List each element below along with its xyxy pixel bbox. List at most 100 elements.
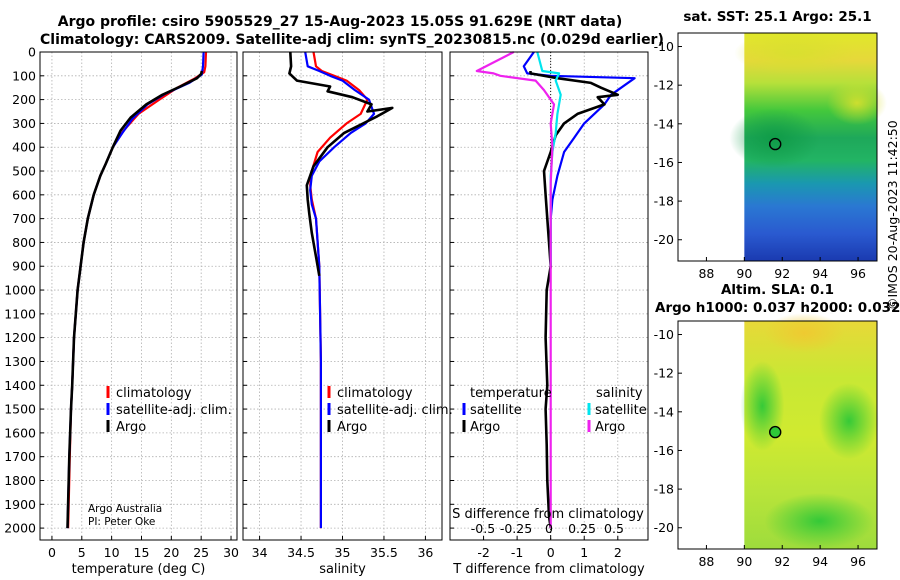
profile-panel-1: 0 5 10 15 20 25 30 temperature (deg C) 0 100 200 30… <box>4 45 239 578</box>
x-axis-label: temperature (deg C) <box>72 562 206 577</box>
figure-title-line1: Argo profile: csiro 5905529_27 15-Aug-20… <box>57 14 623 30</box>
argo-position-marker <box>769 137 782 151</box>
x-tick-label: 1 <box>580 545 588 560</box>
y-tick-label: 500 <box>12 164 36 179</box>
map-y-tick-label: -14 <box>654 116 674 131</box>
legend-label: Argo <box>116 420 146 435</box>
sla-high-patch <box>764 313 845 353</box>
series-line-3 <box>66 70 204 529</box>
x-tick-label: 0 <box>547 545 555 560</box>
secondary-tick-label: 0 <box>545 521 553 536</box>
map-y-tick-label: -12 <box>654 78 674 93</box>
legend-temperature-header: temperature <box>470 386 552 401</box>
x-tick-label: 34 <box>252 545 268 560</box>
y-tick-label: 1900 <box>4 497 36 512</box>
credit-line-2: PI: Peter Oke <box>88 516 155 528</box>
argo-position-marker <box>769 425 782 439</box>
x-axis-label: T difference from climatology <box>452 562 645 577</box>
y-tick-label: 300 <box>12 116 36 131</box>
y-tick-label: 800 <box>12 235 36 250</box>
map-y-tick-label: -12 <box>654 366 674 381</box>
map-x-tick-label: 88 <box>698 554 714 569</box>
map-x-tick-label: 96 <box>850 554 866 569</box>
sst-warm-patch <box>734 31 855 75</box>
series-line-2 <box>529 71 620 529</box>
x-tick-label: 34.5 <box>287 545 315 560</box>
map-y-tick-label: -16 <box>654 443 674 458</box>
x-tick-label: 20 <box>163 545 179 560</box>
x-tick-label: 0 <box>48 545 56 560</box>
map-x-tick-label: 92 <box>774 266 790 281</box>
x-tick-label: -2 <box>477 545 489 560</box>
y-tick-label: 1200 <box>4 330 36 345</box>
credit-line-1: Argo Australia <box>88 503 162 515</box>
y-tick-label: 400 <box>12 140 36 155</box>
x-tick-label: 5 <box>78 545 86 560</box>
y-tick-label: 1000 <box>4 283 36 298</box>
x-tick-label: 35.5 <box>370 545 398 560</box>
y-tick-label: 1700 <box>4 449 36 464</box>
legend-label: satellite-adj. clim. <box>116 403 232 418</box>
sla-map-title: Altim. SLA: 0.1 <box>720 282 835 298</box>
sst-yellow-patch <box>827 81 887 125</box>
legend-label: climatology <box>116 386 192 401</box>
map-x-tick-label: 94 <box>812 554 828 569</box>
map-frame <box>677 32 878 262</box>
figure-title-line2: Climatology: CARS2009. Satellite-adj cli… <box>40 32 664 48</box>
y-tick-label: 1100 <box>4 306 36 321</box>
y-tick-label: 900 <box>12 259 36 274</box>
sla-map: 88 90 92 94 96 -10 -12 -14 -16 -18 -20 <box>654 313 879 569</box>
legend-label: Argo <box>470 420 500 435</box>
map-y-tick-label: -18 <box>654 482 674 497</box>
map-y-tick-label: -16 <box>654 155 674 170</box>
axes-frame <box>39 51 238 541</box>
secondary-tick-label: -0.5 <box>471 521 495 536</box>
y-tick-label: 0 <box>28 45 36 60</box>
map-x-tick-label: 90 <box>736 554 752 569</box>
map-frame <box>677 320 878 550</box>
y-tick-label: 100 <box>12 68 36 83</box>
imos-timestamp: ©IMOS 20-Aug-2023 11:42:50 <box>885 120 900 310</box>
y-tick-label: 1800 <box>4 473 36 488</box>
y-tick-label: 1500 <box>4 402 36 417</box>
series-line-1 <box>67 51 208 529</box>
axes-frame <box>242 51 443 541</box>
y-tick-label: 200 <box>12 92 36 107</box>
sst-map: 88 90 92 94 96 -10 -12 -14 -16 -18 -20 <box>654 31 887 281</box>
x-tick-label: 25 <box>193 545 209 560</box>
x-tick-label: 15 <box>134 545 150 560</box>
legend-label: satellite <box>470 403 522 418</box>
x-tick-label: 10 <box>104 545 120 560</box>
legend-label: Argo <box>337 420 367 435</box>
legend-label: climatology <box>337 386 413 401</box>
legend-label: satellite <box>595 403 647 418</box>
sla-green-patch-south <box>764 493 875 549</box>
secondary-tick-label: -0.25 <box>500 521 532 536</box>
map-y-tick-label: -14 <box>654 404 674 419</box>
y-tick-label: 1400 <box>4 378 36 393</box>
secondary-tick-label: 0.25 <box>568 521 596 536</box>
map-y-tick-label: -20 <box>654 232 674 247</box>
map-y-tick-label: -20 <box>654 520 674 535</box>
map-x-tick-label: 90 <box>736 266 752 281</box>
series-line-2 <box>304 51 376 529</box>
legend-label: Argo <box>595 420 625 435</box>
secondary-axis-label: S difference from climatology <box>452 507 644 522</box>
map-y-tick-label: -10 <box>654 39 674 54</box>
secondary-tick-label: 0.5 <box>604 521 624 536</box>
series-line-4 <box>475 51 556 529</box>
map-y-tick-label: -10 <box>654 327 674 342</box>
map-y-tick-label: -18 <box>654 194 674 209</box>
profile-panel-2: 34 34.5 35 35.5 36 salinity climatology satelli… <box>242 51 453 577</box>
x-tick-label: 36 <box>417 545 433 560</box>
y-tick-label: 600 <box>12 187 36 202</box>
sla-map-subtitle: Argo h1000: 0.037 h2000: 0.032 <box>655 300 900 316</box>
y-tick-label: 700 <box>12 211 36 226</box>
profile-panel-3: -2 -1 0 1 2 T difference from climatology temp… <box>449 51 649 577</box>
map-x-tick-label: 92 <box>774 554 790 569</box>
series-line-3 <box>288 51 394 277</box>
sla-green-patch-east <box>819 383 879 459</box>
map-x-tick-label: 94 <box>812 266 828 281</box>
